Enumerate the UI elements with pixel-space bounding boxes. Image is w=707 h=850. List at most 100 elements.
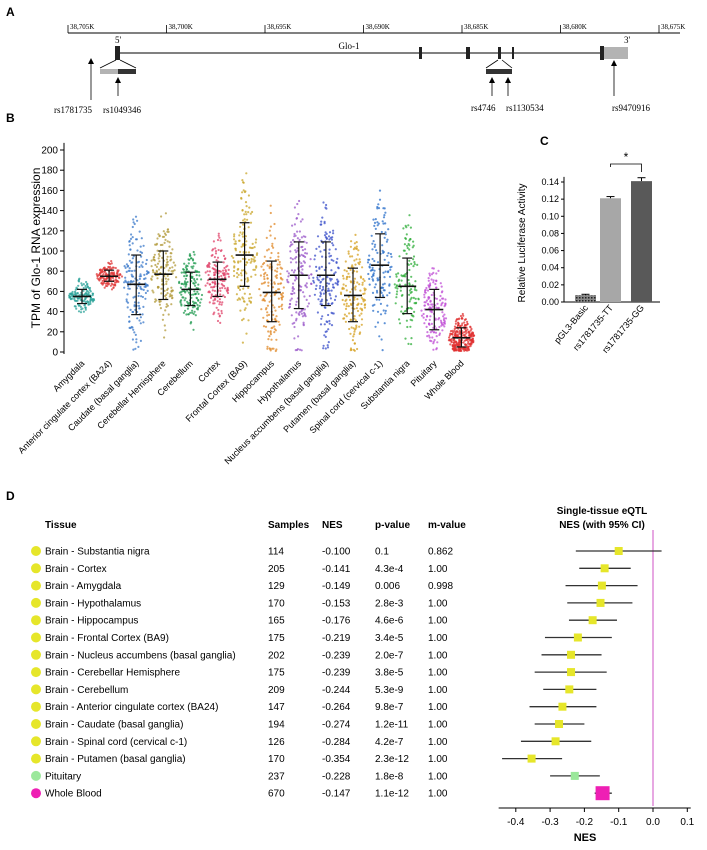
data-point xyxy=(433,338,436,342)
data-point xyxy=(332,286,335,289)
data-point xyxy=(436,341,439,344)
data-point xyxy=(269,225,272,228)
data-point xyxy=(275,315,278,318)
data-point xyxy=(382,222,385,225)
x-tick-label-d: 0.0 xyxy=(646,817,660,828)
data-point xyxy=(428,272,431,275)
data-point xyxy=(266,319,269,322)
data-point xyxy=(152,271,155,274)
data-point xyxy=(240,245,243,248)
data-point xyxy=(250,275,253,278)
data-point xyxy=(336,278,339,281)
data-point xyxy=(128,239,131,243)
data-point xyxy=(361,283,364,286)
panel-label-d: D xyxy=(6,489,15,503)
data-point xyxy=(157,233,160,236)
data-point xyxy=(404,237,407,240)
data-point xyxy=(271,242,274,245)
data-point xyxy=(110,260,113,263)
data-point xyxy=(288,305,291,308)
data-point xyxy=(422,316,425,319)
data-point xyxy=(190,321,193,324)
data-point xyxy=(301,268,304,271)
data-point xyxy=(325,330,328,333)
data-point xyxy=(469,329,472,332)
data-point xyxy=(277,258,280,261)
data-point xyxy=(244,201,248,204)
data-point xyxy=(142,321,145,324)
data-point xyxy=(356,309,360,313)
exon1-zoom-box xyxy=(118,69,136,74)
x-tick-label-d: -0.3 xyxy=(541,817,559,828)
data-point xyxy=(307,302,310,305)
data-point xyxy=(367,272,370,276)
data-point xyxy=(245,332,248,335)
utr-3prime xyxy=(604,47,628,59)
data-point xyxy=(132,218,135,221)
data-point xyxy=(382,286,385,289)
data-point xyxy=(249,221,253,224)
data-point xyxy=(213,302,216,305)
mvalue-value: 1.00 xyxy=(428,598,448,609)
data-point xyxy=(91,294,94,297)
data-point xyxy=(183,262,186,265)
data-point xyxy=(370,234,373,237)
data-point xyxy=(139,245,142,248)
data-point xyxy=(327,313,330,317)
data-point xyxy=(294,303,298,306)
data-point xyxy=(165,258,169,261)
effect-marker xyxy=(558,702,567,711)
pvalue-value: 5.3e-9 xyxy=(375,685,404,696)
data-point xyxy=(219,289,222,292)
effect-marker xyxy=(573,633,582,642)
data-point xyxy=(389,268,392,271)
data-point xyxy=(218,301,222,304)
data-point xyxy=(416,263,419,266)
data-point xyxy=(242,189,245,192)
data-point xyxy=(142,305,145,308)
data-point xyxy=(179,300,182,303)
data-point xyxy=(227,289,230,292)
data-point xyxy=(426,335,429,338)
data-point xyxy=(133,331,136,334)
data-point xyxy=(353,315,356,318)
data-point xyxy=(242,244,245,247)
five-prime-label: 5' xyxy=(115,35,122,45)
data-point xyxy=(132,310,135,314)
data-point xyxy=(192,265,195,268)
data-point xyxy=(459,314,463,318)
data-point xyxy=(80,282,83,285)
data-point xyxy=(423,322,426,325)
data-point xyxy=(400,305,403,308)
data-point xyxy=(136,317,139,320)
data-point xyxy=(293,337,296,340)
data-point xyxy=(115,279,118,282)
data-point xyxy=(243,190,246,194)
data-point xyxy=(459,324,462,327)
data-point xyxy=(130,269,134,273)
data-point xyxy=(286,280,289,283)
data-point xyxy=(437,306,440,309)
data-point xyxy=(353,277,356,280)
data-point xyxy=(180,271,183,274)
data-point xyxy=(374,243,377,246)
data-point xyxy=(219,270,222,273)
data-point xyxy=(247,258,251,261)
data-point xyxy=(404,337,407,340)
data-point xyxy=(216,256,220,259)
data-point xyxy=(309,258,312,261)
data-point xyxy=(162,313,165,316)
y-tick-label-c: 0.14 xyxy=(541,177,559,187)
data-point xyxy=(154,243,157,246)
data-point xyxy=(218,287,222,290)
data-point xyxy=(467,346,470,349)
data-point xyxy=(240,197,243,200)
data-point xyxy=(456,321,460,324)
data-point xyxy=(125,298,128,301)
data-point xyxy=(134,215,138,218)
data-point xyxy=(153,253,156,256)
data-point xyxy=(195,296,198,299)
data-point xyxy=(193,279,196,282)
data-point xyxy=(427,334,430,337)
